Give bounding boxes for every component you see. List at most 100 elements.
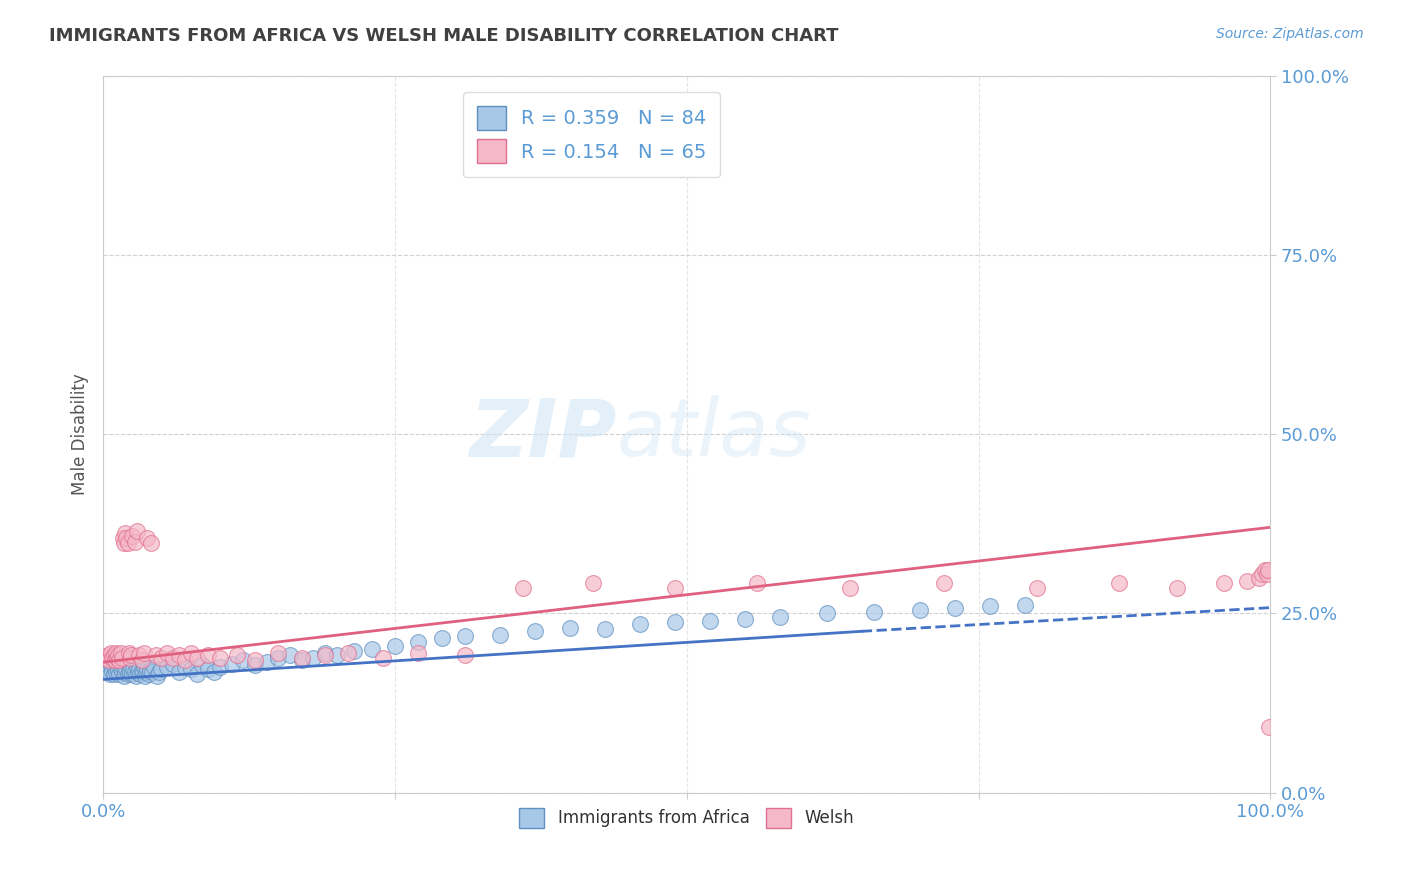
Point	[243, 658, 266, 673]
Point	[302, 650, 325, 665]
Point	[135, 665, 157, 680]
Point	[120, 660, 142, 674]
Point	[112, 669, 135, 683]
Point	[97, 648, 120, 662]
Point	[1166, 581, 1188, 595]
Point	[136, 531, 159, 545]
Point	[104, 665, 127, 680]
Point	[107, 648, 129, 662]
Point	[314, 646, 336, 660]
Point	[512, 581, 534, 595]
Point	[489, 628, 512, 642]
Point	[180, 662, 202, 676]
Point	[131, 653, 153, 667]
Point	[173, 660, 195, 674]
Point	[430, 632, 453, 646]
Point	[908, 603, 931, 617]
Point	[664, 581, 686, 595]
Point	[734, 612, 756, 626]
Point	[124, 665, 146, 680]
Point	[108, 667, 131, 681]
Point	[1258, 720, 1281, 734]
Point	[100, 646, 122, 660]
Point	[454, 648, 477, 662]
Point	[256, 655, 278, 669]
Point	[118, 646, 141, 660]
Point	[94, 650, 117, 665]
Point	[128, 662, 150, 676]
Point	[97, 665, 120, 680]
Point	[115, 662, 138, 676]
Point	[118, 664, 141, 678]
Point	[524, 624, 547, 639]
Point	[125, 524, 148, 538]
Point	[129, 667, 152, 681]
Point	[150, 662, 173, 676]
Point	[180, 646, 202, 660]
Point	[128, 648, 150, 662]
Point	[384, 639, 406, 653]
Point	[162, 650, 184, 665]
Point	[145, 648, 167, 662]
Point	[290, 653, 312, 667]
Point	[221, 657, 243, 671]
Point	[167, 665, 190, 680]
Text: ZIP: ZIP	[470, 395, 617, 473]
Point	[1108, 576, 1130, 591]
Point	[1014, 598, 1036, 612]
Point	[125, 669, 148, 683]
Point	[943, 600, 966, 615]
Point	[125, 660, 148, 674]
Point	[373, 650, 395, 665]
Point	[325, 648, 347, 662]
Point	[267, 646, 290, 660]
Point	[110, 646, 132, 660]
Point	[1212, 576, 1234, 591]
Point	[141, 665, 163, 680]
Point	[191, 658, 214, 673]
Point	[114, 665, 136, 680]
Point	[110, 662, 132, 676]
Point	[360, 642, 382, 657]
Point	[115, 531, 138, 545]
Point	[1247, 570, 1270, 584]
Point	[124, 534, 146, 549]
Point	[111, 665, 134, 680]
Point	[558, 621, 581, 635]
Point	[582, 576, 605, 591]
Point	[208, 650, 231, 665]
Point	[932, 576, 955, 591]
Point	[120, 648, 142, 662]
Point	[138, 667, 160, 681]
Point	[103, 648, 125, 662]
Point	[139, 536, 162, 550]
Point	[118, 650, 141, 665]
Point	[134, 669, 156, 683]
Point	[101, 650, 124, 665]
Legend: Immigrants from Africa, Welsh: Immigrants from Africa, Welsh	[513, 801, 860, 835]
Point	[343, 643, 366, 657]
Point	[278, 648, 301, 662]
Point	[769, 610, 792, 624]
Point	[197, 648, 219, 662]
Point	[94, 660, 117, 674]
Point	[132, 646, 155, 660]
Point	[107, 664, 129, 678]
Point	[127, 665, 149, 680]
Point	[862, 605, 884, 619]
Point	[100, 658, 122, 673]
Point	[699, 614, 721, 628]
Text: IMMIGRANTS FROM AFRICA VS WELSH MALE DISABILITY CORRELATION CHART: IMMIGRANTS FROM AFRICA VS WELSH MALE DIS…	[49, 27, 839, 45]
Point	[839, 581, 862, 595]
Point	[197, 662, 219, 676]
Point	[139, 664, 162, 678]
Point	[150, 650, 173, 665]
Point	[290, 650, 312, 665]
Point	[104, 662, 127, 676]
Point	[117, 536, 139, 550]
Point	[132, 665, 155, 680]
Point	[208, 660, 231, 674]
Point	[148, 665, 170, 680]
Point	[454, 629, 477, 643]
Point	[108, 653, 131, 667]
